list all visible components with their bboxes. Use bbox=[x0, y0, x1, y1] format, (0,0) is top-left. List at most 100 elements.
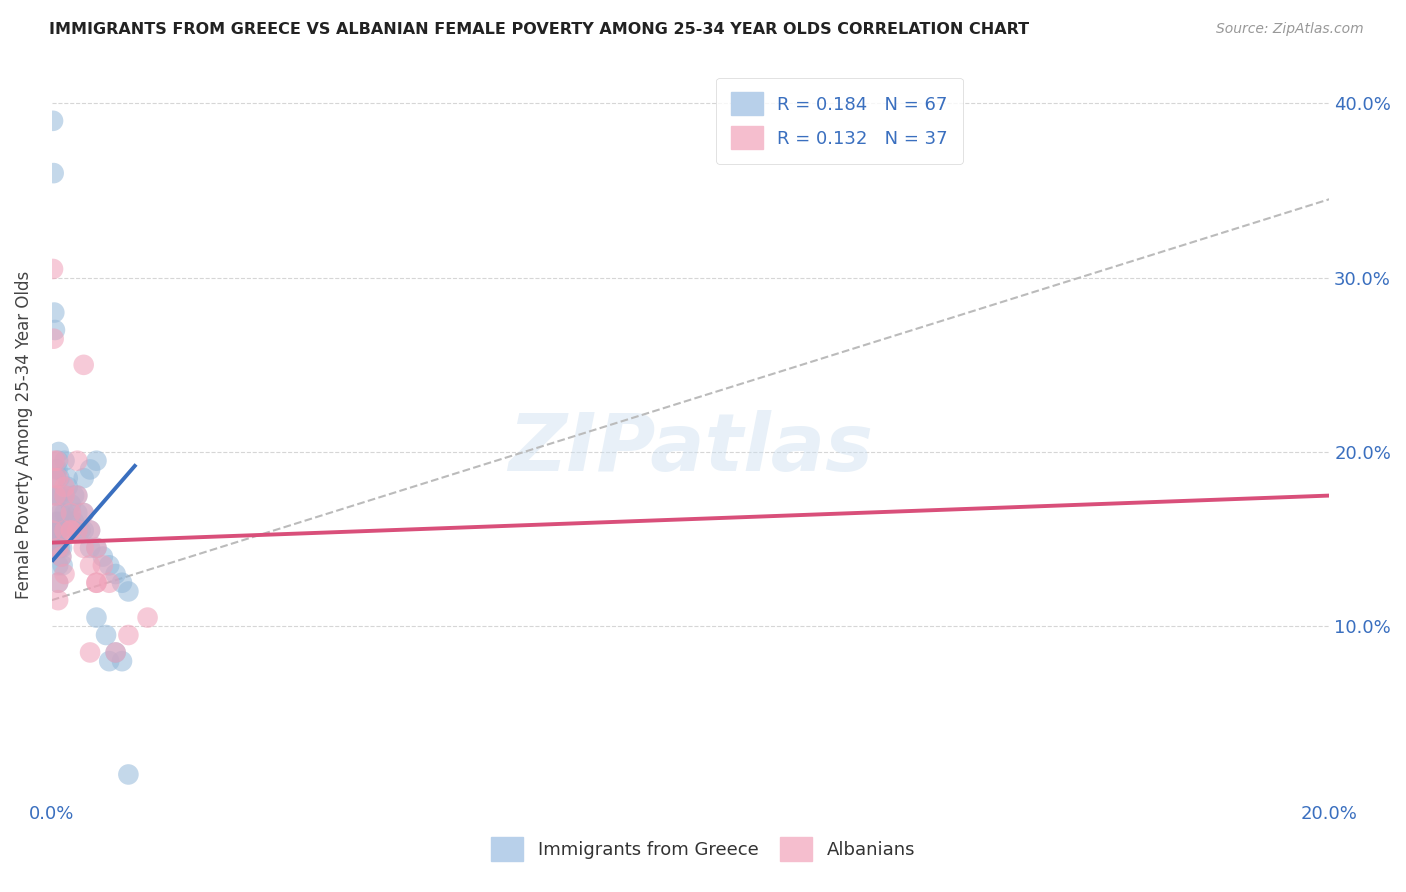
Point bbox=[111, 575, 134, 590]
Point bbox=[49, 489, 72, 503]
Point bbox=[111, 654, 134, 668]
Point bbox=[86, 610, 108, 624]
Y-axis label: Female Poverty Among 25-34 Year Olds: Female Poverty Among 25-34 Year Olds bbox=[15, 270, 32, 599]
Point bbox=[51, 549, 73, 564]
Point bbox=[86, 575, 108, 590]
Point bbox=[46, 489, 69, 503]
Point bbox=[53, 489, 76, 503]
Point bbox=[46, 575, 69, 590]
Point bbox=[66, 453, 89, 467]
Point bbox=[91, 549, 114, 564]
Point bbox=[46, 593, 69, 607]
Point bbox=[59, 506, 82, 520]
Point bbox=[42, 262, 65, 277]
Point bbox=[73, 471, 96, 485]
Point bbox=[53, 480, 76, 494]
Point bbox=[79, 558, 101, 573]
Point bbox=[94, 628, 117, 642]
Point bbox=[52, 558, 75, 573]
Point bbox=[86, 575, 108, 590]
Point bbox=[53, 453, 76, 467]
Point bbox=[51, 524, 73, 538]
Point bbox=[73, 541, 96, 555]
Legend: R = 0.184   N = 67, R = 0.132   N = 37: R = 0.184 N = 67, R = 0.132 N = 37 bbox=[716, 78, 963, 163]
Point bbox=[45, 506, 67, 520]
Point bbox=[46, 575, 69, 590]
Point bbox=[73, 506, 96, 520]
Point bbox=[53, 489, 76, 503]
Point bbox=[117, 767, 139, 781]
Point bbox=[63, 489, 86, 503]
Point bbox=[42, 113, 65, 128]
Point bbox=[46, 558, 69, 573]
Point bbox=[53, 524, 76, 538]
Point bbox=[98, 558, 121, 573]
Point bbox=[44, 323, 66, 337]
Point bbox=[45, 471, 67, 485]
Point bbox=[86, 541, 108, 555]
Point bbox=[66, 524, 89, 538]
Point bbox=[79, 524, 101, 538]
Point bbox=[46, 462, 69, 476]
Point bbox=[41, 524, 63, 538]
Point bbox=[45, 515, 67, 529]
Point bbox=[73, 358, 96, 372]
Point bbox=[53, 506, 76, 520]
Point bbox=[59, 497, 82, 511]
Point bbox=[48, 471, 70, 485]
Point bbox=[59, 506, 82, 520]
Point bbox=[91, 558, 114, 573]
Point bbox=[51, 541, 73, 555]
Point bbox=[48, 524, 70, 538]
Point bbox=[63, 515, 86, 529]
Point bbox=[46, 541, 69, 555]
Point bbox=[66, 524, 89, 538]
Point bbox=[48, 515, 70, 529]
Point bbox=[49, 506, 72, 520]
Point bbox=[42, 166, 65, 180]
Point bbox=[45, 506, 67, 520]
Point bbox=[56, 480, 79, 494]
Point bbox=[49, 541, 72, 555]
Point bbox=[42, 524, 65, 538]
Text: Source: ZipAtlas.com: Source: ZipAtlas.com bbox=[1216, 22, 1364, 37]
Point bbox=[66, 489, 89, 503]
Point bbox=[51, 549, 73, 564]
Point bbox=[45, 462, 67, 476]
Point bbox=[59, 524, 82, 538]
Point bbox=[53, 567, 76, 582]
Point bbox=[79, 645, 101, 659]
Point bbox=[66, 489, 89, 503]
Point bbox=[59, 515, 82, 529]
Point bbox=[52, 524, 75, 538]
Point bbox=[86, 453, 108, 467]
Point bbox=[46, 541, 69, 555]
Point bbox=[44, 471, 66, 485]
Text: ZIPatlas: ZIPatlas bbox=[508, 410, 873, 488]
Point bbox=[44, 453, 66, 467]
Legend: Immigrants from Greece, Albanians: Immigrants from Greece, Albanians bbox=[482, 829, 924, 870]
Point bbox=[69, 524, 91, 538]
Point bbox=[79, 462, 101, 476]
Point bbox=[73, 506, 96, 520]
Point bbox=[98, 575, 121, 590]
Point bbox=[45, 489, 67, 503]
Point bbox=[86, 541, 108, 555]
Point bbox=[59, 524, 82, 538]
Point bbox=[79, 524, 101, 538]
Point bbox=[46, 453, 69, 467]
Point bbox=[104, 567, 127, 582]
Point bbox=[41, 524, 63, 538]
Point bbox=[136, 610, 159, 624]
Point bbox=[98, 654, 121, 668]
Point bbox=[45, 524, 67, 538]
Point bbox=[45, 489, 67, 503]
Point bbox=[44, 541, 66, 555]
Point bbox=[46, 541, 69, 555]
Point bbox=[66, 506, 89, 520]
Text: IMMIGRANTS FROM GREECE VS ALBANIAN FEMALE POVERTY AMONG 25-34 YEAR OLDS CORRELAT: IMMIGRANTS FROM GREECE VS ALBANIAN FEMAL… bbox=[49, 22, 1029, 37]
Point bbox=[104, 645, 127, 659]
Point bbox=[104, 645, 127, 659]
Point bbox=[46, 471, 69, 485]
Point bbox=[56, 471, 79, 485]
